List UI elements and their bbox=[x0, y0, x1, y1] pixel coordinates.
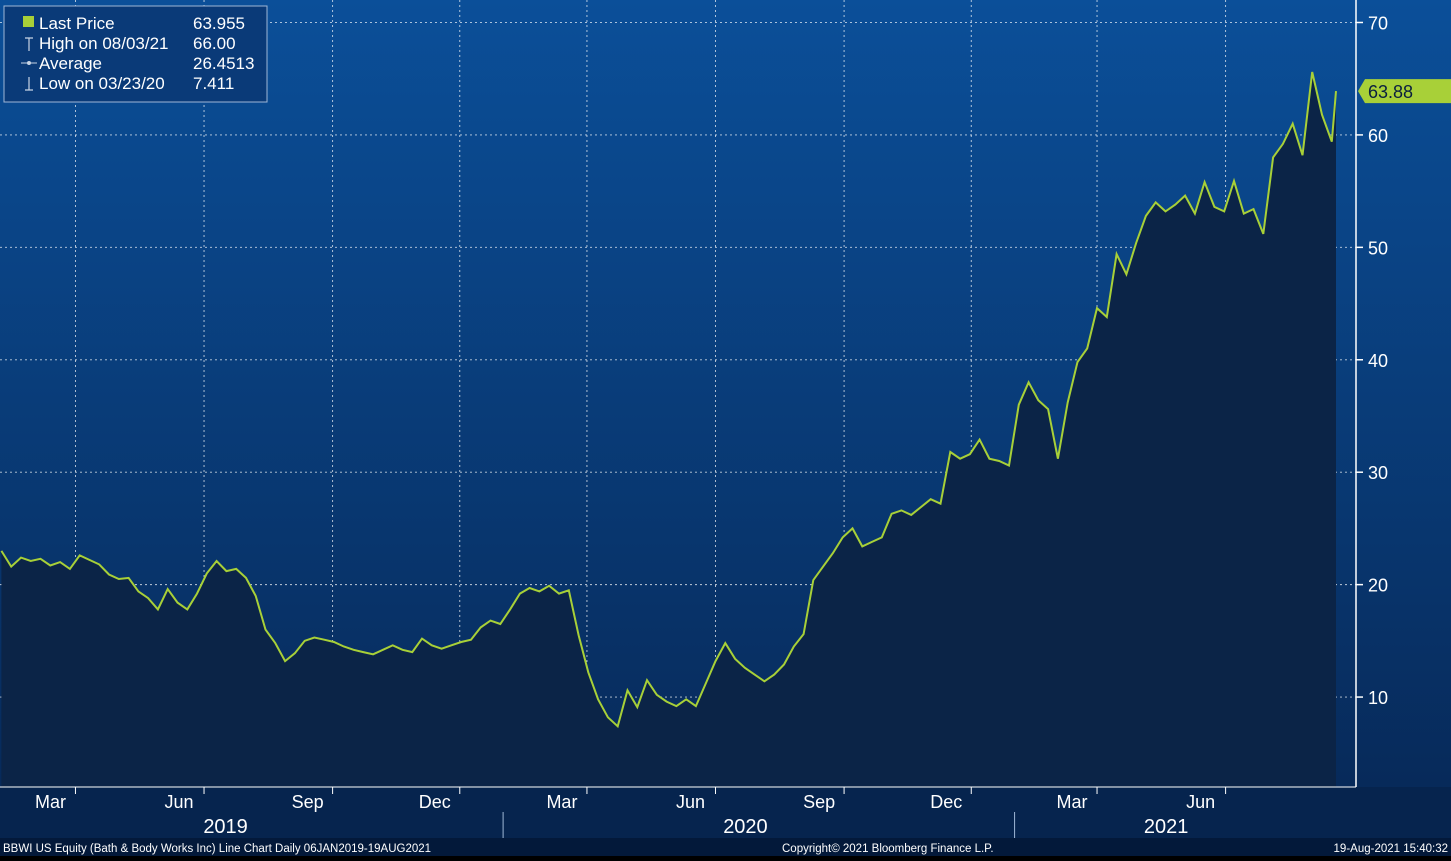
footer-copyright: Copyright© 2021 Bloomberg Finance L.P. bbox=[782, 843, 994, 855]
x-tick-label: Mar bbox=[546, 792, 577, 812]
price-line bbox=[0, 71, 1337, 729]
x-tick-label: Sep bbox=[803, 792, 835, 812]
legend-value: 63.955 bbox=[193, 14, 245, 33]
high-marker-icon bbox=[25, 37, 33, 51]
year-axis: 2019 2020 2021 bbox=[203, 812, 1188, 838]
footer-description: BBWI US Equity (Bath & Body Works Inc) L… bbox=[3, 843, 431, 855]
x-tick-label: Dec bbox=[419, 792, 451, 812]
legend-item-average: Average 26.4513 bbox=[21, 54, 254, 73]
legend-frame bbox=[3, 5, 268, 103]
year-label: 2020 bbox=[723, 816, 768, 838]
x-tick-label: Mar bbox=[35, 792, 66, 812]
legend-item-high: High on 08/03/21 66.00 bbox=[25, 34, 236, 53]
square-marker-icon bbox=[23, 16, 34, 27]
x-tick-label: Jun bbox=[1186, 792, 1215, 812]
price-area bbox=[1, 72, 1336, 787]
y-tick-label: 40 bbox=[1368, 351, 1388, 371]
last-price-tag-label: 63.88 bbox=[1368, 82, 1413, 102]
legend-value: 26.4513 bbox=[193, 54, 254, 73]
legend-label: High on 08/03/21 bbox=[39, 34, 169, 53]
legend-box: Last Price 63.955 High on 08/03/21 66.00… bbox=[3, 5, 268, 103]
legend-item-low: Low on 03/23/20 7.411 bbox=[25, 74, 234, 93]
low-marker-icon bbox=[25, 77, 33, 91]
year-label: 2019 bbox=[203, 816, 248, 838]
y-tick-label: 30 bbox=[1368, 463, 1388, 483]
y-tick-label: 70 bbox=[1368, 13, 1388, 33]
average-marker-dot bbox=[27, 61, 31, 65]
x-tick-label: Mar bbox=[1057, 792, 1088, 812]
y-tick-label: 10 bbox=[1368, 688, 1388, 708]
x-tick-label: Jun bbox=[165, 792, 194, 812]
footer-timestamp: 19-Aug-2021 15:40:32 bbox=[1334, 843, 1448, 855]
x-tick-label: Sep bbox=[292, 792, 324, 812]
y-axis: 10 20 30 40 50 60 70 bbox=[1356, 13, 1388, 708]
legend-label: Last Price bbox=[39, 14, 115, 33]
y-tick-label: 60 bbox=[1368, 126, 1388, 146]
legend-item-last-price: Last Price 63.955 bbox=[23, 14, 245, 33]
legend-label: Average bbox=[39, 54, 102, 73]
footer-bar bbox=[0, 838, 1451, 856]
x-tick-label: Jun bbox=[676, 792, 705, 812]
y-tick-label: 50 bbox=[1368, 238, 1388, 258]
legend-value: 7.411 bbox=[193, 74, 234, 93]
year-label: 2021 bbox=[1144, 816, 1189, 838]
legend-label: Low on 03/23/20 bbox=[39, 74, 165, 93]
last-price-tag-shape bbox=[1358, 79, 1451, 104]
x-tick-label: Dec bbox=[930, 792, 962, 812]
last-price-tag: 63.88 bbox=[1358, 79, 1451, 104]
legend-value: 66.00 bbox=[193, 34, 236, 53]
y-tick-label: 20 bbox=[1368, 576, 1388, 596]
x-axis: Mar Jun Sep Dec Mar Jun Sep Dec Mar Jun bbox=[35, 787, 1227, 812]
